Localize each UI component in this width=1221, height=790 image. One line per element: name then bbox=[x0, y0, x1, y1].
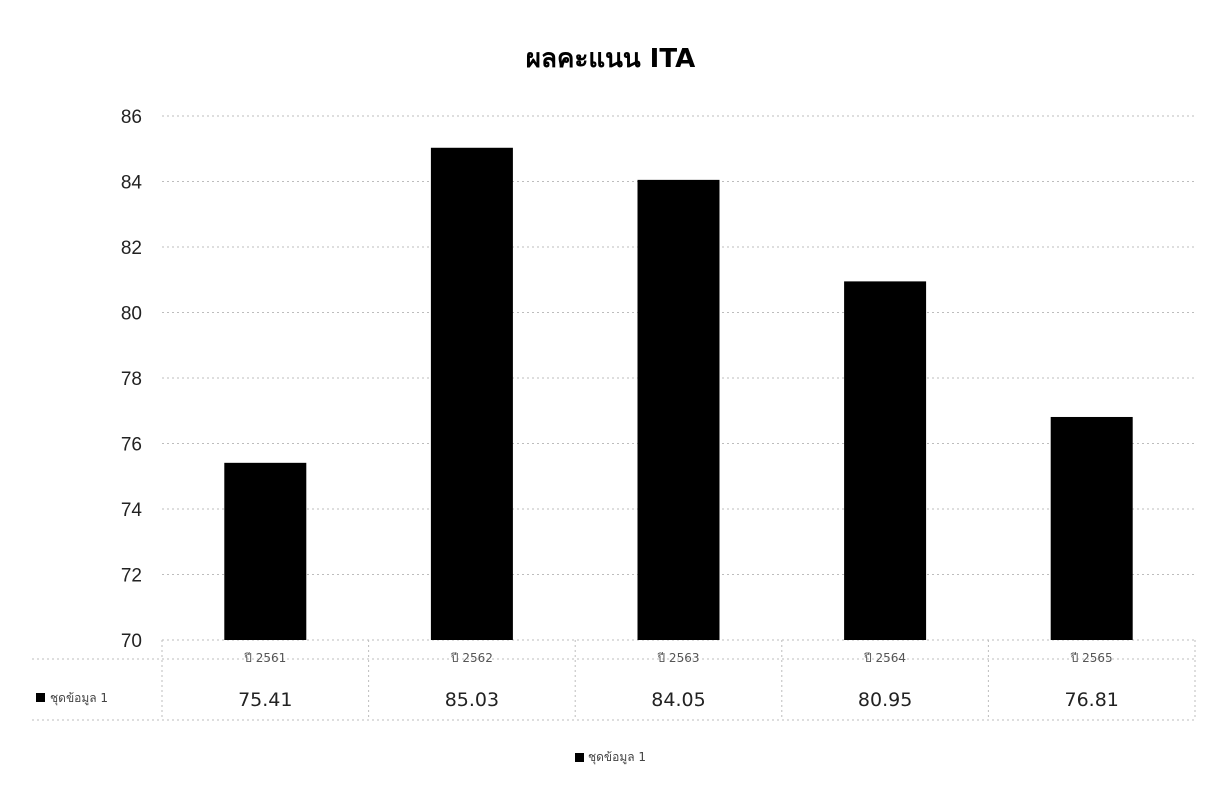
legend-label: ชุดข้อมูล 1 bbox=[587, 750, 647, 764]
data-table-value: 80.95 bbox=[858, 689, 912, 711]
data-table-value: 85.03 bbox=[445, 689, 499, 711]
legend-swatch bbox=[574, 753, 584, 762]
y-tick-label: 80 bbox=[121, 304, 142, 325]
y-tick-label: 74 bbox=[121, 500, 143, 521]
y-tick-label: 70 bbox=[121, 631, 142, 652]
bar bbox=[637, 179, 720, 641]
y-tick-label: 76 bbox=[121, 435, 142, 456]
series-swatch bbox=[36, 693, 45, 702]
chart-title: ผลคะแนน ITA bbox=[525, 44, 696, 74]
y-tick-label: 86 bbox=[121, 107, 142, 128]
bar bbox=[844, 281, 927, 640]
data-table-value: 84.05 bbox=[651, 689, 705, 711]
bar bbox=[224, 462, 307, 640]
x-tick-label: ปี 2561 bbox=[244, 651, 287, 665]
y-tick-label: 82 bbox=[121, 238, 142, 259]
data-table-value: 75.41 bbox=[238, 689, 292, 711]
series-label: ชุดข้อมูล 1 bbox=[50, 691, 108, 706]
y-tick-label: 72 bbox=[121, 566, 142, 587]
x-tick-label: ปี 2564 bbox=[864, 651, 907, 665]
x-tick-label: ปี 2562 bbox=[450, 651, 493, 665]
y-tick-label: 84 bbox=[121, 173, 143, 194]
x-tick-label: ปี 2565 bbox=[1070, 651, 1113, 665]
chart-legend: ชุดข้อมูล 1 bbox=[0, 748, 1221, 767]
y-tick-label: 78 bbox=[121, 369, 142, 390]
x-tick-label: ปี 2563 bbox=[657, 651, 700, 665]
data-table-value: 76.81 bbox=[1064, 689, 1118, 711]
bar bbox=[430, 147, 513, 640]
bar bbox=[1050, 416, 1133, 640]
